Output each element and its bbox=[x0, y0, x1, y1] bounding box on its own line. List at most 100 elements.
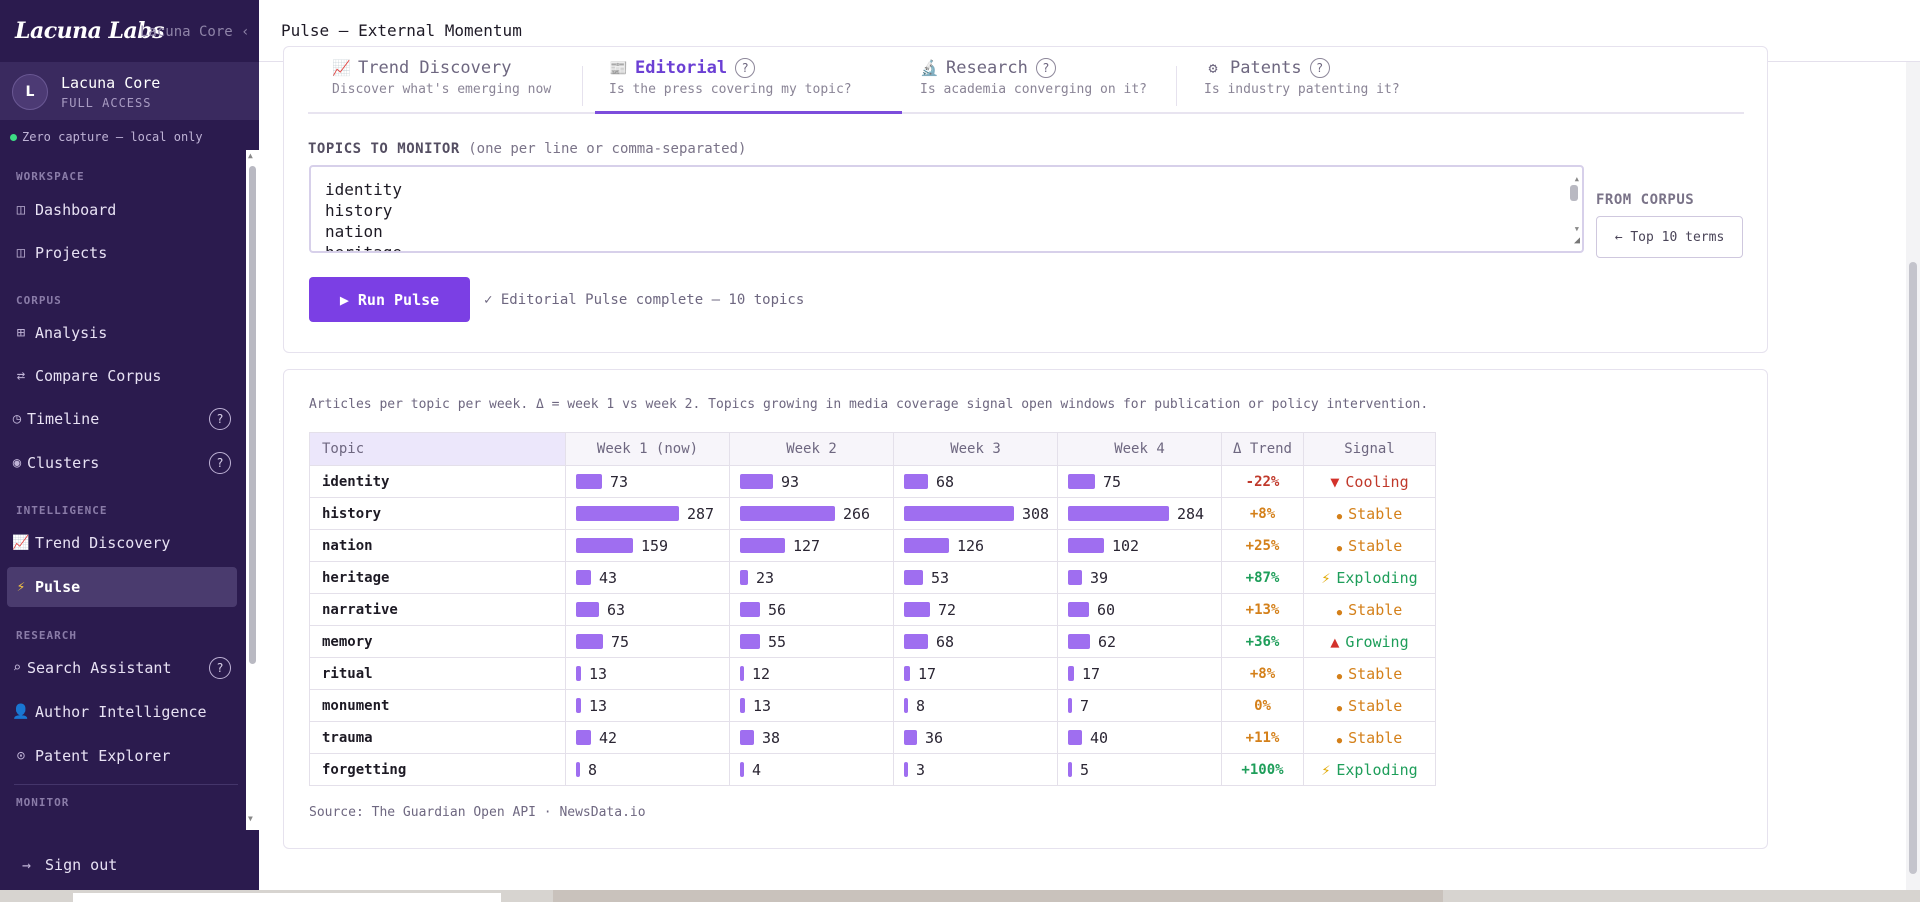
scroll-up-icon[interactable]: ▲ bbox=[1574, 175, 1579, 183]
week-cell: 266 bbox=[729, 497, 894, 530]
tab-trend-discovery[interactable]: 📈 Trend Discovery Discover what's emergin… bbox=[332, 58, 562, 114]
main-scrollbar-thumb[interactable] bbox=[1909, 262, 1917, 874]
brand-logo[interactable]: Lacuna Labs bbox=[15, 18, 165, 44]
count-bar bbox=[1068, 730, 1082, 745]
week-cell: 39 bbox=[1057, 561, 1222, 594]
taskbar-apps[interactable] bbox=[553, 890, 1443, 902]
count-value: 4 bbox=[752, 760, 762, 779]
table-row: forgetting 8 4 3 5 +100% ⚡ Exploding bbox=[309, 753, 1436, 786]
brand-ghost-text: Lacuna Core ‹ bbox=[140, 24, 250, 40]
chart-icon: 📈 bbox=[12, 535, 30, 551]
count-value: 68 bbox=[936, 472, 955, 491]
count-bar bbox=[904, 634, 928, 649]
week-cell: 8 bbox=[893, 689, 1058, 722]
clock-icon: ◷ bbox=[12, 411, 22, 427]
scroll-down-icon[interactable]: ▼ bbox=[1574, 225, 1579, 233]
week-cell: 62 bbox=[1057, 625, 1222, 658]
count-value: 308 bbox=[1022, 504, 1050, 523]
lightning-icon: ⚡ bbox=[1321, 568, 1331, 587]
count-bar bbox=[1068, 570, 1082, 585]
sidebar-item-label: Projects bbox=[35, 244, 108, 262]
resize-handle-icon[interactable]: ◢ bbox=[1573, 235, 1580, 246]
count-bar bbox=[1068, 506, 1169, 521]
count-bar bbox=[904, 730, 917, 745]
week-cell: 284 bbox=[1057, 497, 1222, 530]
count-bar bbox=[1068, 474, 1095, 489]
tab-subtitle: Is industry patenting it? bbox=[1204, 82, 1400, 97]
down-triangle-icon: ▼ bbox=[1330, 472, 1340, 491]
section-intelligence: INTELLIGENCE bbox=[16, 504, 108, 517]
topic-line: heritage bbox=[325, 243, 403, 253]
count-bar bbox=[1068, 666, 1074, 681]
count-bar bbox=[740, 538, 785, 553]
sidebar-item-pulse[interactable]: ⚡ Pulse bbox=[7, 567, 237, 607]
user-card[interactable]: L Lacuna Core FULL ACCESS bbox=[0, 62, 259, 120]
count-bar bbox=[740, 698, 745, 713]
count-value: 3 bbox=[916, 760, 926, 779]
tab-divider bbox=[582, 66, 583, 106]
taskbar-search[interactable] bbox=[73, 893, 501, 902]
microscope-icon: 🔬 bbox=[920, 59, 939, 77]
tab-research[interactable]: 🔬 Research? Is academia converging on it? bbox=[920, 58, 1160, 114]
gear-icon: ⚙ bbox=[1208, 59, 1218, 77]
help-icon[interactable]: ? bbox=[1309, 58, 1330, 78]
arrow-icon: → bbox=[22, 856, 32, 874]
help-icon[interactable]: ? bbox=[209, 408, 231, 430]
person-icon: 👤 bbox=[12, 704, 30, 720]
delta-cell: +8% bbox=[1221, 657, 1304, 690]
sidebar-nav: WORKSPACE ◫ Dashboard ◫ Projects CORPUS … bbox=[0, 150, 259, 830]
scroll-down-icon[interactable]: ▼ bbox=[248, 814, 253, 823]
top-10-terms-button[interactable]: ← Top 10 terms bbox=[1596, 216, 1743, 258]
week-cell: 68 bbox=[893, 465, 1058, 498]
sidebar-item-projects[interactable]: ◫ Projects bbox=[7, 233, 237, 273]
tab-subtitle: Is academia converging on it? bbox=[920, 82, 1147, 97]
count-value: 13 bbox=[753, 696, 772, 715]
help-icon[interactable]: ? bbox=[209, 657, 231, 679]
table-row: narrative 63 56 72 60 +13% ● Stable bbox=[309, 593, 1436, 626]
sidebar-item-clusters[interactable]: ◉ Clusters ? bbox=[7, 443, 237, 483]
sidebar-item-compare[interactable]: ⇄ Compare Corpus bbox=[7, 356, 237, 396]
count-value: 75 bbox=[611, 632, 630, 651]
count-value: 13 bbox=[589, 664, 608, 683]
week-cell: 17 bbox=[1057, 657, 1222, 690]
topics-textarea[interactable]: identity history nation heritage ▲ ▼ ◢ bbox=[309, 165, 1584, 253]
count-value: 55 bbox=[768, 632, 787, 651]
table-row: nation 159 127 126 102 +25% ● Stable bbox=[309, 529, 1436, 562]
topic-cell: monument bbox=[309, 689, 566, 722]
topic-cell: history bbox=[309, 497, 566, 530]
week-cell: 75 bbox=[1057, 465, 1222, 498]
help-icon[interactable]: ? bbox=[735, 58, 756, 78]
run-pulse-button[interactable]: ▶ Run Pulse bbox=[309, 277, 470, 322]
swap-icon: ⇄ bbox=[16, 368, 26, 384]
sign-out-button[interactable]: → Sign out bbox=[0, 840, 259, 890]
sidebar-item-timeline[interactable]: ◷ Timeline ? bbox=[7, 399, 237, 439]
scroll-up-icon[interactable]: ▲ bbox=[248, 151, 253, 160]
sidebar-item-label: Trend Discovery bbox=[35, 534, 171, 552]
help-icon[interactable]: ? bbox=[209, 452, 231, 474]
sidebar-item-trend-discovery[interactable]: 📈 Trend Discovery bbox=[7, 523, 237, 563]
sidebar-item-analysis[interactable]: ⊞ Analysis bbox=[7, 313, 237, 353]
sidebar-item-dashboard[interactable]: ◫ Dashboard bbox=[7, 190, 237, 230]
signal-label: Exploding bbox=[1336, 760, 1418, 779]
week-cell: 56 bbox=[729, 593, 894, 626]
col-delta-trend: Δ Trend bbox=[1221, 432, 1304, 466]
panel-icon: ◫ bbox=[16, 245, 26, 261]
count-value: 93 bbox=[781, 472, 800, 491]
help-icon[interactable]: ? bbox=[1035, 58, 1056, 78]
sidebar-item-search-assistant[interactable]: ⌕ Search Assistant ? bbox=[7, 648, 237, 688]
signal-label: Growing bbox=[1345, 632, 1409, 651]
textarea-scrollbar-thumb[interactable] bbox=[1570, 185, 1578, 201]
week-cell: 12 bbox=[729, 657, 894, 690]
count-value: 68 bbox=[936, 632, 955, 651]
tab-editorial[interactable]: 📰 Editorial? Is the press covering my top… bbox=[595, 58, 902, 114]
sidebar-item-author-intelligence[interactable]: 👤 Author Intelligence bbox=[7, 692, 237, 732]
signal-label: Stable bbox=[1348, 664, 1403, 683]
table-row: trauma 42 38 36 40 +11% ● Stable bbox=[309, 721, 1436, 754]
sidebar-item-patent-explorer[interactable]: ⊙ Patent Explorer bbox=[7, 736, 237, 776]
count-value: 17 bbox=[1082, 664, 1101, 683]
sidebar-scrollbar-thumb[interactable] bbox=[249, 166, 256, 664]
count-bar bbox=[1068, 762, 1072, 777]
avatar: L bbox=[12, 74, 48, 110]
tab-patents[interactable]: ⚙ Patents? Is industry patenting it? bbox=[1204, 58, 1444, 114]
count-value: 7 bbox=[1080, 696, 1090, 715]
